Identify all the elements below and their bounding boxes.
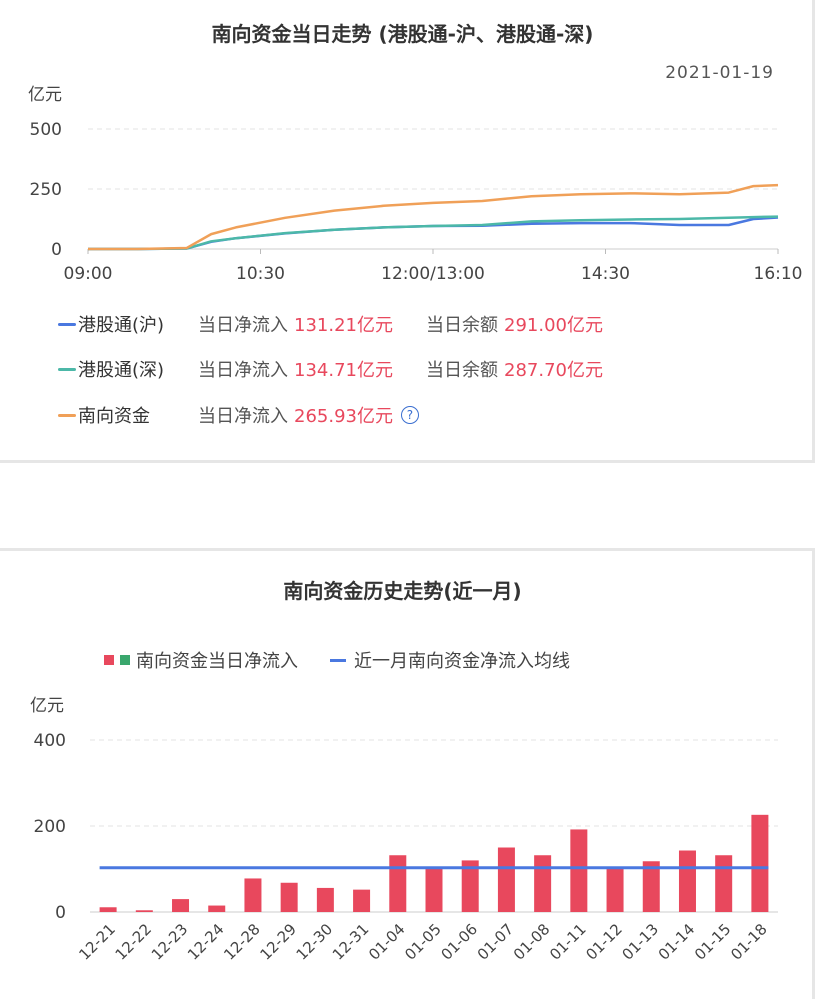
intraday-ytick-label: 0 — [51, 240, 62, 260]
history-xtick-label: 12-31 — [329, 920, 373, 964]
history-xtick-label: 01-14 — [655, 920, 699, 964]
history-bar — [244, 878, 262, 912]
history-bar — [461, 860, 479, 912]
legend-row-sz[interactable]: 港股通(深) 当日净流入 134.71亿元 当日余额 287.70亿元 — [58, 356, 636, 382]
legend-line-swatch — [330, 658, 346, 662]
history-title: 南向资金历史走势(近一月) — [283, 579, 522, 603]
question-circle-icon[interactable]: ? — [400, 406, 419, 424]
section-gap — [0, 463, 818, 548]
legend-bar-label: 南向资金当日净流入 — [136, 651, 298, 672]
history-ytick-label: 200 — [34, 817, 66, 837]
intraday-series-line-2 — [88, 183, 779, 251]
flow-value-south: 265.93亿元 — [294, 406, 393, 427]
history-bar — [425, 868, 443, 912]
intraday-title: 南向资金当日走势 (港股通-沪、港股通-深) — [211, 22, 594, 46]
history-xtick-label: 01-05 — [401, 920, 445, 964]
history-xtick-label: 01-04 — [365, 920, 409, 964]
flow-value-sz: 134.71亿元 — [294, 360, 393, 381]
history-xtick-label: 12-29 — [256, 920, 300, 964]
history-bar — [678, 850, 696, 912]
flow-label-sh: 当日净流入 — [198, 315, 288, 336]
flow-label-sz: 当日净流入 — [198, 360, 288, 381]
intraday-xtick-label: 09:00 — [64, 264, 113, 284]
legend-line-label: 近一月南向资金净流入均线 — [354, 651, 570, 672]
history-unit: 亿元 — [30, 696, 64, 716]
history-xtick-label: 01-15 — [691, 920, 735, 964]
intraday-xtick-label: 16:10 — [754, 264, 803, 284]
history-bar — [715, 855, 733, 912]
history-bar — [280, 882, 298, 912]
history-bar — [208, 905, 226, 912]
history-card: 南向资金历史走势(近一月) 南向资金当日净流入 近一月南向资金净流入均线 亿元 — [0, 548, 815, 999]
intraday-xtick-label: 12:00/13:00 — [381, 264, 485, 284]
intraday-xtick-label: 14:30 — [581, 264, 630, 284]
history-xtick-label: 12-21 — [75, 920, 119, 964]
legend-swatch-sz — [58, 367, 76, 371]
history-xtick-label: 01-12 — [582, 920, 626, 964]
history-bar — [570, 829, 588, 912]
history-xtick-label: 01-18 — [727, 920, 771, 964]
legend-row-south[interactable]: 南向资金 当日净流入 265.93亿元 ? — [58, 402, 419, 428]
intraday-ytick-label: 250 — [30, 180, 62, 200]
history-bar — [353, 889, 371, 912]
history-xtick-label: 01-13 — [619, 920, 663, 964]
legend-row-sh[interactable]: 港股通(沪) 当日净流入 131.21亿元 当日余额 291.00亿元 — [58, 311, 636, 337]
history-bar — [172, 899, 190, 912]
history-bar — [99, 907, 117, 912]
history-xtick-label: 01-07 — [474, 920, 518, 964]
legend-swatch-south — [58, 413, 76, 417]
balance-value-sh: 291.00亿元 — [504, 315, 603, 336]
history-bar — [534, 855, 552, 912]
history-legend[interactable]: 南向资金当日净流入 近一月南向资金净流入均线 — [104, 647, 570, 673]
history-xtick-label: 01-06 — [437, 920, 481, 964]
flow-value-sh: 131.21亿元 — [294, 315, 393, 336]
legend-name-south: 南向资金 — [78, 406, 150, 427]
history-bar — [497, 847, 515, 912]
legend-swatch-sh — [58, 322, 76, 326]
intraday-ytick-label: 500 — [30, 120, 62, 140]
balance-value-sz: 287.70亿元 — [504, 360, 603, 381]
history-xtick-label: 12-23 — [148, 920, 192, 964]
history-ytick-label: 0 — [55, 903, 66, 923]
balance-label-sh: 当日余额 — [426, 315, 498, 336]
history-chart: 020040012-2112-2212-2312-2412-2812-2912-… — [34, 731, 778, 964]
history-bar — [606, 869, 624, 912]
intraday-card: 南向资金当日走势 (港股通-沪、港股通-深) 2021-01-19 亿元 0 25… — [0, 0, 815, 463]
intraday-date: 2021-01-19 — [665, 63, 774, 83]
legend-green-square — [120, 655, 130, 665]
history-xtick-label: 01-11 — [546, 920, 590, 964]
intraday-xtick-label: 10:30 — [236, 264, 285, 284]
history-bar — [642, 861, 660, 912]
history-ytick-label: 400 — [34, 731, 66, 751]
legend-red-square — [104, 655, 114, 665]
intraday-unit: 亿元 — [28, 85, 62, 105]
history-xtick-label: 01-08 — [510, 920, 554, 964]
history-bar — [135, 910, 153, 912]
history-xtick-label: 12-28 — [220, 920, 264, 964]
legend-name-sz: 港股通(深) — [78, 360, 165, 381]
history-xtick-label: 12-22 — [112, 920, 156, 964]
intraday-series-line-1 — [88, 215, 779, 251]
flow-label-south: 当日净流入 — [198, 406, 288, 427]
history-bar — [389, 855, 407, 912]
intraday-chart: 0 250 500 09:00 10:30 12:00/13:00 14:30 16:10 — [30, 120, 803, 284]
history-bar — [316, 887, 334, 912]
balance-label-sz: 当日余额 — [426, 360, 498, 381]
history-xtick-label: 12-24 — [184, 920, 228, 964]
legend-name-sh: 港股通(沪) — [78, 315, 165, 336]
history-xtick-label: 12-30 — [293, 920, 337, 964]
history-bar — [751, 814, 769, 912]
